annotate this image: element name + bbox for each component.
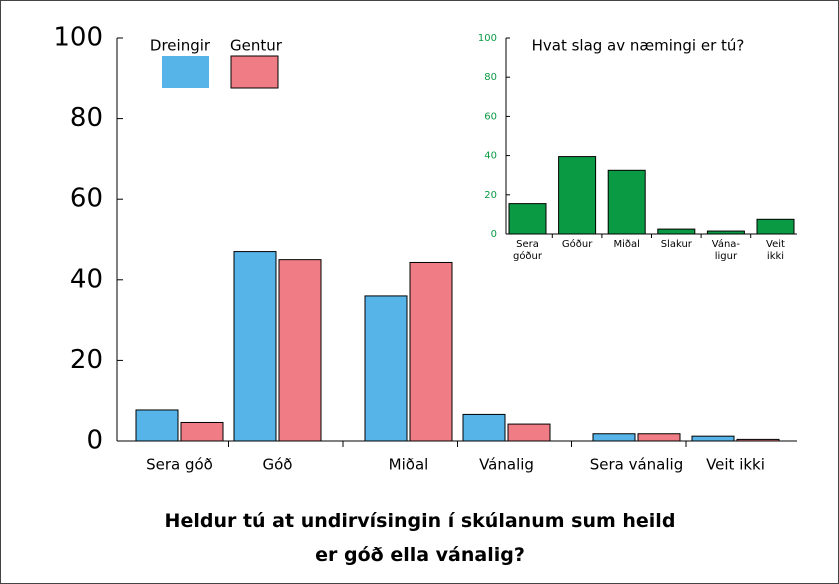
bar	[364, 295, 408, 442]
bar	[278, 259, 322, 442]
x-tick-label: Veit ikki	[706, 456, 765, 474]
y-tick-label: 20	[70, 345, 103, 375]
x-tick-label: Miðal	[613, 239, 639, 250]
chart-title: Hvat slag av næmingi er tú?	[532, 37, 745, 55]
x-tick-label: Miðal	[389, 456, 429, 474]
bar	[607, 169, 646, 235]
y-tick-label: 80	[484, 72, 497, 83]
bar	[691, 435, 735, 442]
bar	[462, 413, 506, 442]
bar	[736, 438, 780, 442]
y-tick-label: 100	[53, 23, 103, 53]
x-tick-label: Vánalig	[479, 456, 534, 474]
bar	[558, 156, 597, 235]
bar	[657, 228, 696, 235]
bar	[409, 261, 453, 442]
y-tick-label: 40	[484, 151, 497, 162]
x-tick-label: Góð	[263, 456, 293, 474]
legend-label: Gentur	[230, 37, 283, 55]
bar	[508, 203, 547, 235]
y-tick-label: 60	[70, 184, 103, 214]
y-tick-label: 60	[484, 111, 497, 122]
bar	[135, 409, 179, 442]
legend-label: Dreingir	[150, 37, 211, 55]
x-tick-label: Veit ikki	[766, 239, 785, 262]
x-tick-label: Slakur	[661, 239, 693, 250]
legend-swatch	[230, 55, 279, 89]
x-tick-label: Sera vánalig	[590, 456, 684, 474]
bar	[180, 421, 224, 442]
x-tick-label: Vána-ligur	[712, 238, 741, 262]
chart-title: Heldur tú at undirvísingin í skúlanum su…	[165, 510, 676, 566]
legend-swatch	[162, 56, 209, 88]
x-tick-label: Sera góður	[513, 239, 543, 262]
bar	[592, 433, 636, 442]
x-tick-label: Góður	[562, 238, 593, 250]
y-tick-label: 100	[478, 33, 497, 44]
bar	[233, 251, 277, 442]
y-tick-label: 0	[491, 229, 497, 240]
y-tick-label: 40	[70, 264, 103, 294]
x-tick-label: Sera góð	[146, 456, 213, 474]
y-tick-label: 80	[70, 103, 103, 133]
bar	[637, 433, 681, 442]
bar	[507, 423, 551, 442]
bar	[706, 230, 745, 235]
y-tick-label: 20	[484, 190, 497, 201]
y-tick-label: 0	[86, 426, 103, 456]
bar	[756, 218, 795, 235]
